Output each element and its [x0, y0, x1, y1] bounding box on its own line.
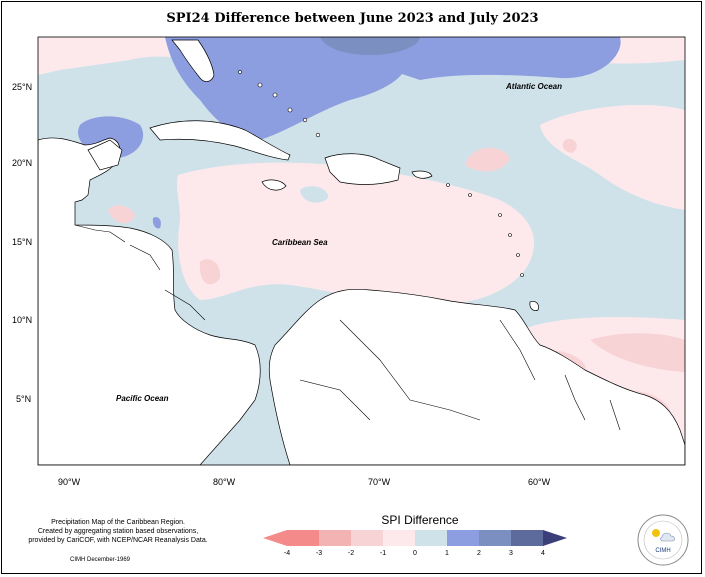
- credit-line-2: Created by aggregating station based obs…: [37, 528, 199, 535]
- footer-text: CIMH December-1969: [70, 557, 131, 563]
- colorbar-tick-label: -1: [380, 550, 386, 557]
- lat-label-10n: 10°N: [12, 315, 32, 325]
- map-title: SPI24 Difference between June 2023 and J…: [166, 11, 539, 26]
- colorbar-tick-label: -4: [284, 550, 290, 557]
- label-pacific-ocean: Pacific Ocean: [116, 394, 169, 403]
- lon-label-90w: 90°W: [58, 477, 81, 487]
- colorbar-tick-label: -3: [316, 550, 322, 557]
- colorbar-tick-label: 4: [541, 550, 545, 557]
- colorbar-segment: [383, 530, 416, 546]
- cloud-icon: [660, 532, 675, 542]
- colorbar-segment: [351, 530, 384, 546]
- islands: [238, 70, 524, 277]
- colorbar-tick-label: -2: [348, 550, 354, 557]
- logo-text: CIMH: [655, 548, 670, 554]
- colorbar-segment: [415, 530, 448, 546]
- lon-label-60w: 60°W: [528, 477, 551, 487]
- colorbar-segment: [287, 530, 320, 546]
- lon-label-70w: 70°W: [368, 477, 391, 487]
- colorbar-tick-label: 1: [445, 550, 449, 557]
- credit-line-3: provided by CariCOF, with NCEP/NCAR Rean…: [28, 537, 208, 544]
- borders: [74, 224, 621, 431]
- lat-label-25n: 25°N: [12, 82, 32, 92]
- map-border: [37, 36, 686, 466]
- colorbar-segment: [479, 530, 512, 546]
- colorbar-segment: [447, 530, 480, 546]
- colorbar-right-arrow: [543, 530, 567, 546]
- colorbar-tick-label: 2: [477, 550, 481, 557]
- label-atlantic-ocean: Atlantic Ocean: [505, 82, 562, 91]
- credit-line-1: Precipitation Map of the Caribbean Regio…: [51, 519, 185, 526]
- colorbar-tick-label: 3: [509, 550, 513, 557]
- colorbar-segment: [319, 530, 352, 546]
- colorbar-left-arrow: [263, 530, 287, 546]
- credit-text: Precipitation Map of the Caribbean Regio…: [18, 518, 218, 545]
- legend-title: SPI Difference: [381, 513, 459, 527]
- lat-label-15n: 15°N: [12, 237, 32, 247]
- colorbar-segment: [511, 530, 544, 546]
- label-caribbean-sea: Caribbean Sea: [272, 238, 328, 247]
- lon-label-80w: 80°W: [213, 477, 236, 487]
- legend-colorbar: [263, 530, 567, 546]
- lat-label-5n: 5°N: [16, 394, 31, 404]
- colorbar-tick-label: 0: [413, 550, 417, 557]
- landmasses: [38, 39, 685, 465]
- lat-label-20n: 20°N: [12, 158, 32, 168]
- cimh-logo: CIMH: [637, 514, 689, 566]
- sun-icon: [652, 529, 660, 537]
